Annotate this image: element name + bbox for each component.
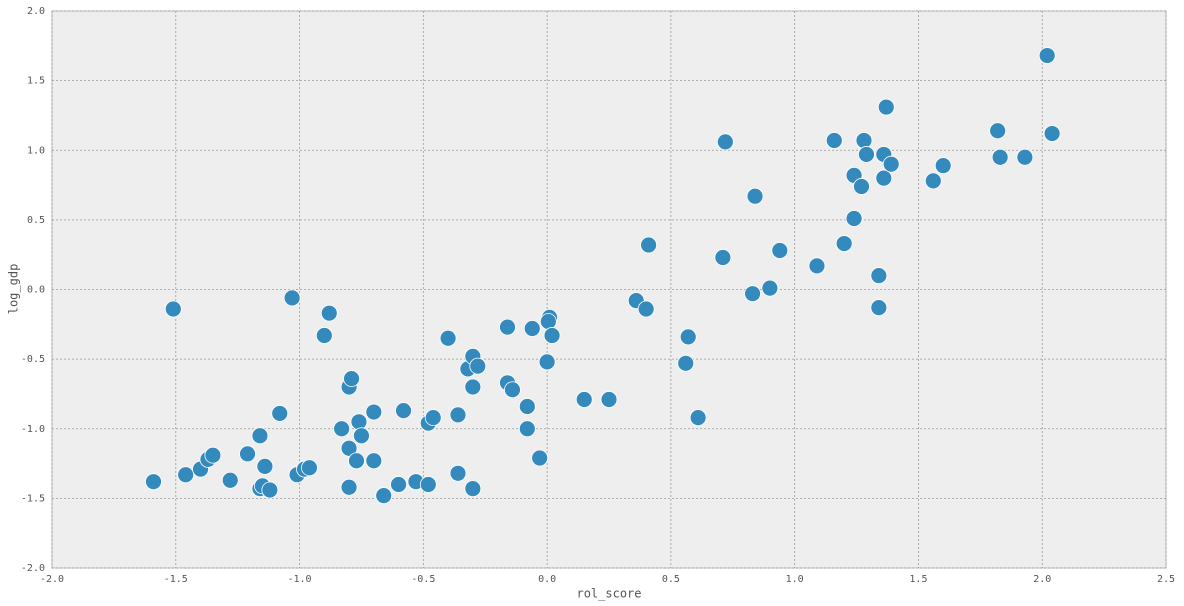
scatter-point: [239, 445, 256, 463]
scatter-point: [877, 98, 895, 116]
y-tick-label: 0.0: [27, 285, 45, 296]
scatter-point: [333, 420, 351, 438]
y-tick-label: -1.5: [21, 493, 45, 504]
scatter-point: [449, 406, 467, 424]
scatter-point: [256, 457, 274, 475]
scatter-point: [145, 473, 162, 491]
scatter-point: [395, 402, 412, 420]
y-axis-label: log_gdp: [7, 264, 21, 315]
scatter-point: [204, 446, 222, 464]
scatter-point: [679, 328, 697, 346]
scatter-point: [855, 132, 873, 149]
scatter-point: [808, 257, 826, 275]
scatter-point: [716, 133, 734, 151]
scatter-point: [637, 300, 655, 318]
y-tick-label: 0.5: [27, 215, 45, 226]
scatter-point: [600, 391, 618, 408]
scatter-point: [283, 289, 301, 307]
x-tick-label: -1.0: [288, 574, 312, 585]
x-tick-label: -1.5: [164, 574, 188, 585]
scatter-point: [523, 320, 541, 337]
scatter-point: [353, 427, 370, 445]
y-tick-label: 1.0: [27, 145, 45, 156]
scatter-point: [989, 122, 1007, 140]
scatter-point: [870, 299, 888, 317]
scatter-point: [677, 354, 695, 372]
scatter-point: [640, 236, 658, 254]
scatter-point: [449, 464, 467, 482]
scatter-point: [251, 427, 269, 445]
scatter-point: [518, 420, 536, 438]
scatter-point: [375, 487, 393, 504]
scatter-point: [771, 242, 789, 259]
scatter-point: [835, 235, 853, 252]
scatter-point: [365, 452, 383, 470]
scatter-point: [315, 327, 333, 344]
x-tick-label: 2.0: [1033, 574, 1051, 585]
scatter-point: [424, 409, 442, 427]
scatter-point: [365, 403, 383, 421]
scatter-point: [499, 318, 516, 336]
scatter-point: [350, 413, 368, 431]
y-tick-label: 1.5: [27, 76, 45, 87]
scatter-point: [858, 146, 875, 163]
scatter-point: [746, 187, 764, 205]
scatter-point: [390, 476, 407, 493]
scatter-point: [882, 155, 900, 173]
scatter-point: [1016, 148, 1034, 166]
x-tick-label: -2.0: [40, 574, 64, 585]
x-tick-label: 1.0: [786, 574, 804, 585]
scatter-point: [439, 329, 457, 347]
y-tick-label: -2.0: [21, 563, 45, 574]
scatter-point: [539, 313, 557, 330]
scatter-point: [875, 169, 893, 187]
scatter-point: [689, 409, 707, 427]
scatter-point: [469, 357, 487, 375]
scatter-point: [301, 459, 318, 477]
scatter-point: [543, 327, 561, 344]
scatter-point: [714, 249, 732, 266]
x-axis-label: rol_score: [576, 587, 641, 601]
x-tick-label: 1.5: [909, 574, 927, 585]
scatter-point: [1043, 125, 1061, 142]
x-tick-label: 2.5: [1157, 574, 1175, 585]
scatter-point: [164, 300, 182, 318]
scatter-point: [419, 476, 437, 493]
scatter-point: [991, 148, 1009, 166]
scatter-point: [924, 172, 942, 190]
scatter-point: [271, 405, 289, 422]
x-tick-label: 0.0: [538, 574, 556, 585]
scatter-point: [531, 449, 549, 467]
scatter-point: [761, 279, 779, 297]
x-tick-label: -0.5: [411, 574, 435, 585]
scatter-point: [845, 210, 863, 227]
scatter-point: [934, 157, 952, 174]
y-tick-label: 2.0: [27, 6, 45, 17]
scatter-point: [853, 178, 870, 195]
scatter-point: [825, 132, 843, 149]
y-tick-label: -1.0: [21, 424, 45, 435]
scatter-point: [504, 381, 521, 399]
scatter-point: [340, 439, 358, 457]
scatter-point: [177, 466, 195, 484]
scatter-point: [261, 481, 279, 499]
scatter-point: [870, 267, 888, 284]
y-tick-label: -0.5: [21, 354, 45, 365]
scatter-point: [320, 304, 338, 322]
scatter-point: [221, 471, 239, 489]
scatter-point: [340, 478, 358, 496]
scatter-point: [744, 285, 761, 303]
scatter-point: [464, 378, 482, 396]
scatter-point: [1038, 47, 1056, 64]
x-tick-label: 0.5: [662, 574, 680, 585]
scatter-point: [464, 480, 482, 498]
scatter-point: [343, 370, 360, 388]
scatter-point: [348, 452, 365, 470]
scatter-point: [518, 398, 536, 415]
scatter-point: [538, 353, 556, 371]
scatter-point: [575, 391, 593, 408]
